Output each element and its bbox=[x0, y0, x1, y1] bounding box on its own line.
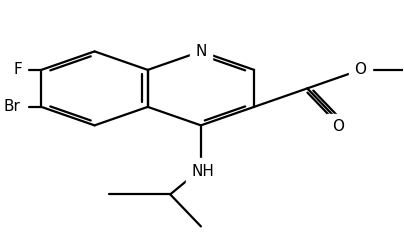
Text: F: F bbox=[13, 62, 22, 77]
Text: O: O bbox=[332, 119, 344, 134]
Text: Br: Br bbox=[4, 99, 20, 114]
Text: O: O bbox=[354, 62, 366, 77]
Text: N: N bbox=[195, 44, 206, 59]
Text: NH: NH bbox=[191, 163, 215, 179]
